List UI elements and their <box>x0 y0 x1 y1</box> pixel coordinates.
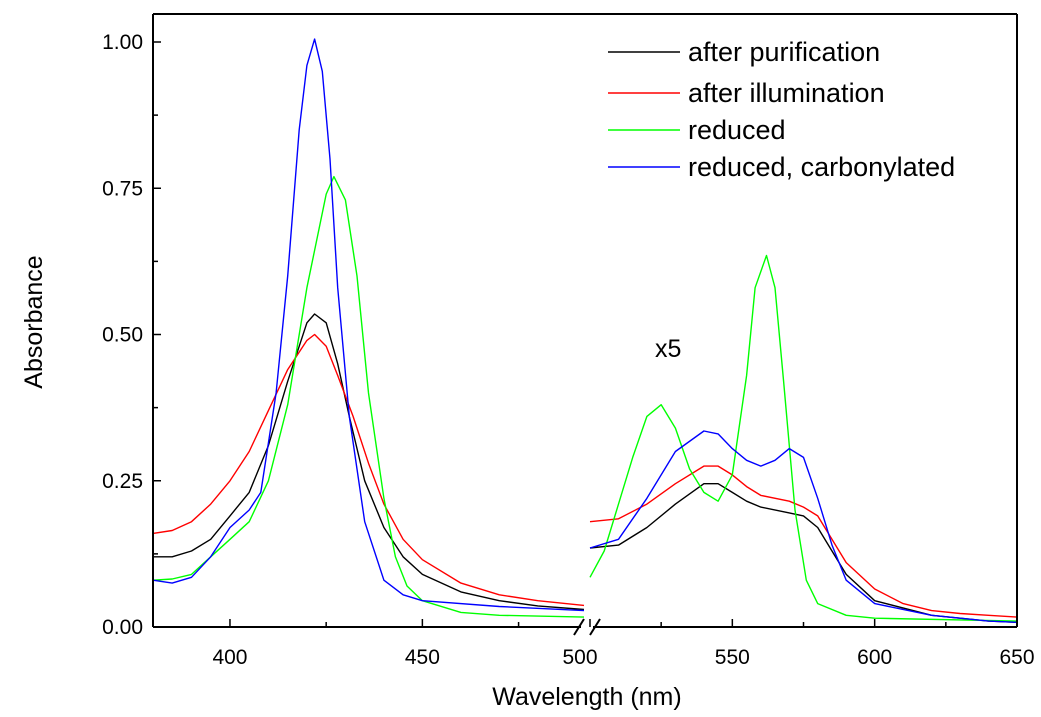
series-line-4-right <box>589 430 1018 623</box>
x-tick-label: 600 <box>857 646 892 669</box>
x-tick-label: 650 <box>999 646 1034 669</box>
axis-layer: 0.00 0.25 0.50 0.75 1.00 400 450 500 550 600 650 <box>102 13 1035 669</box>
y-tick-label: 0.00 <box>102 616 143 639</box>
series-line-2-right <box>589 465 1018 618</box>
legend-label-3: reduced <box>688 115 786 145</box>
y-tick-label: 0.25 <box>102 470 143 493</box>
legend-label-1: after purification <box>688 37 880 67</box>
legend: after purification after illumination redu… <box>608 37 955 182</box>
y-axis-title: Absorbance <box>20 255 48 388</box>
series-line-3-left <box>152 175 585 618</box>
series-line-3-right <box>589 254 1018 622</box>
y-tick-label: 0.75 <box>102 177 143 200</box>
legend-label-2: after illumination <box>688 78 885 108</box>
axis-break-mark-1 <box>573 618 585 636</box>
legend-label-4: reduced, carbonylated <box>688 152 955 182</box>
series-line-2-left <box>152 333 585 607</box>
axis-break-mark-2 <box>589 618 601 636</box>
series-line-1-right <box>589 483 1018 623</box>
series-layer <box>152 38 1018 623</box>
x-tick-label: 400 <box>212 646 247 669</box>
x-tick-label: 550 <box>715 646 750 669</box>
series-line-4-left <box>152 38 585 612</box>
x-axis-title: Wavelength (nm) <box>492 683 681 711</box>
x-tick-label: 450 <box>405 646 440 669</box>
x-tick-label: 500 <box>562 646 597 669</box>
scale-annotation: x5 <box>655 335 681 363</box>
series-line-1-left <box>153 313 585 611</box>
y-tick-label: 1.00 <box>102 31 143 54</box>
y-tick-label: 0.50 <box>102 324 143 347</box>
